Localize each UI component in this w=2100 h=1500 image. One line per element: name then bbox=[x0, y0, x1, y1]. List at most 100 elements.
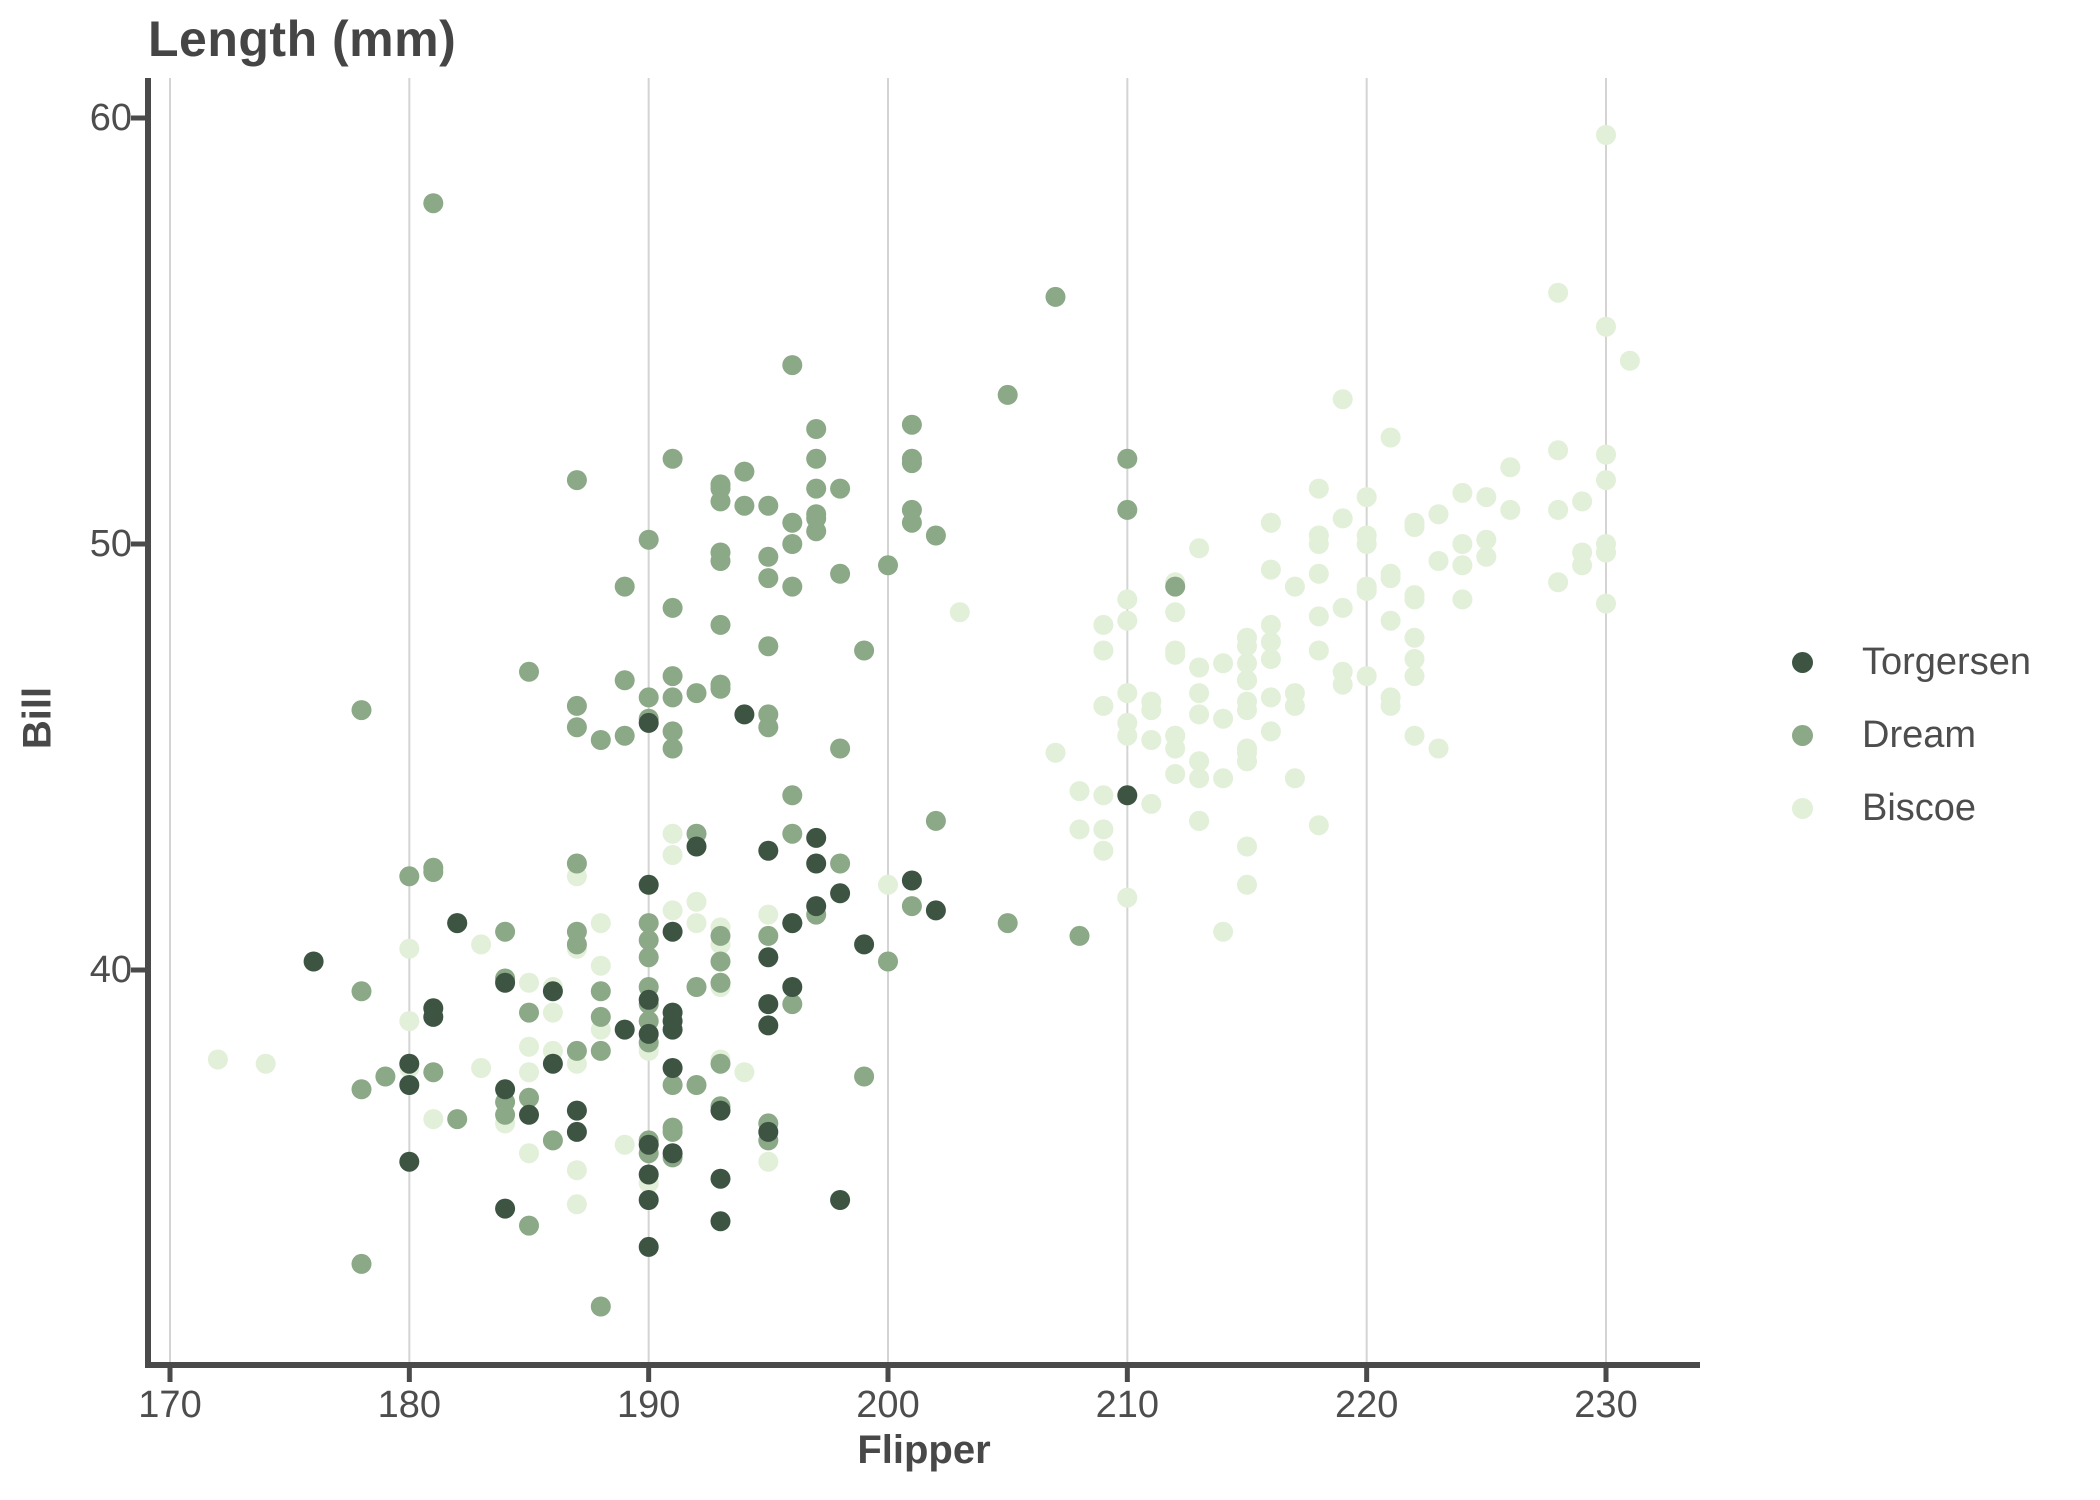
data-point bbox=[447, 913, 468, 934]
data-point bbox=[351, 1079, 372, 1100]
data-point bbox=[758, 717, 779, 738]
data-point bbox=[830, 738, 851, 759]
data-point bbox=[1332, 661, 1353, 682]
data-point bbox=[734, 461, 755, 482]
data-point bbox=[1356, 525, 1377, 546]
data-point bbox=[686, 977, 707, 997]
data-point bbox=[710, 614, 731, 635]
data-point bbox=[471, 1058, 492, 1078]
data-point bbox=[806, 419, 827, 439]
data-point bbox=[662, 921, 683, 942]
data-point bbox=[638, 1236, 659, 1257]
data-point bbox=[638, 874, 659, 895]
data-point bbox=[1260, 632, 1281, 652]
legend-entry-dream: Dream bbox=[1792, 699, 2031, 772]
data-point bbox=[1237, 700, 1257, 721]
data-point bbox=[686, 891, 707, 912]
data-point bbox=[1308, 525, 1329, 546]
data-point bbox=[1332, 389, 1353, 410]
data-point bbox=[901, 453, 922, 474]
data-point bbox=[590, 955, 611, 976]
data-point bbox=[1572, 491, 1593, 512]
data-point bbox=[925, 525, 946, 546]
data-point bbox=[399, 866, 420, 887]
data-point bbox=[423, 1062, 444, 1083]
data-point bbox=[1284, 576, 1305, 597]
data-point bbox=[1045, 742, 1066, 763]
data-point bbox=[566, 1194, 587, 1215]
data-point bbox=[1117, 589, 1138, 610]
data-point bbox=[1619, 350, 1640, 371]
data-point bbox=[351, 700, 372, 721]
data-point bbox=[566, 1121, 587, 1142]
legend-entry-biscoe: Biscoe bbox=[1792, 772, 2031, 845]
data-point bbox=[1596, 444, 1616, 465]
data-point bbox=[1500, 499, 1521, 520]
data-point bbox=[1452, 482, 1473, 503]
data-point bbox=[1548, 572, 1569, 593]
data-point bbox=[662, 1143, 683, 1164]
data-point bbox=[1045, 286, 1066, 307]
data-point bbox=[1596, 316, 1616, 337]
data-point bbox=[590, 1006, 611, 1027]
x-tick-label: 220 bbox=[1334, 1384, 1399, 1426]
legend-entry-torgersen: Torgersen bbox=[1792, 626, 2031, 699]
data-point bbox=[830, 883, 851, 904]
data-point bbox=[1548, 282, 1569, 303]
data-point bbox=[566, 853, 587, 874]
data-point bbox=[638, 1190, 659, 1210]
data-point bbox=[590, 1040, 611, 1061]
data-point bbox=[662, 666, 683, 687]
data-point bbox=[830, 1190, 851, 1210]
data-point bbox=[638, 687, 659, 708]
data-point bbox=[471, 934, 492, 955]
data-point bbox=[1189, 657, 1210, 678]
data-point bbox=[1380, 427, 1401, 448]
data-point bbox=[1380, 563, 1401, 584]
data-point bbox=[878, 555, 898, 576]
data-point bbox=[638, 989, 659, 1010]
data-point bbox=[638, 913, 659, 934]
data-point bbox=[1596, 593, 1616, 614]
data-point bbox=[710, 1211, 731, 1232]
data-point bbox=[901, 870, 922, 891]
data-point bbox=[1117, 887, 1138, 908]
data-point bbox=[495, 921, 516, 942]
data-point bbox=[1189, 538, 1210, 559]
data-point bbox=[806, 853, 827, 874]
data-point bbox=[614, 1134, 635, 1155]
data-point bbox=[447, 1109, 468, 1130]
data-point bbox=[734, 704, 755, 725]
data-point bbox=[1237, 874, 1257, 895]
data-point bbox=[542, 1053, 563, 1074]
data-point bbox=[519, 1215, 539, 1236]
data-point bbox=[1141, 793, 1162, 814]
data-point bbox=[1284, 768, 1305, 789]
data-point bbox=[1332, 508, 1353, 529]
data-point bbox=[1117, 683, 1138, 704]
data-point bbox=[782, 785, 803, 806]
data-point bbox=[638, 712, 659, 733]
data-point bbox=[351, 1253, 372, 1274]
legend-label: Biscoe bbox=[1862, 787, 1977, 829]
data-point bbox=[1308, 563, 1329, 584]
data-point bbox=[758, 568, 779, 589]
data-point bbox=[758, 636, 779, 657]
data-point bbox=[566, 1160, 587, 1181]
data-point bbox=[399, 938, 420, 959]
data-point bbox=[495, 1104, 516, 1125]
data-point bbox=[734, 495, 755, 516]
data-point bbox=[1093, 614, 1114, 635]
data-point bbox=[782, 913, 803, 934]
data-point bbox=[1189, 704, 1210, 725]
data-point bbox=[399, 1075, 420, 1095]
data-point bbox=[1093, 695, 1114, 716]
data-point bbox=[1404, 585, 1425, 606]
data-point bbox=[351, 981, 372, 1002]
legend: Torgersen Dream Biscoe bbox=[1792, 626, 2031, 845]
data-point bbox=[782, 977, 803, 997]
data-point bbox=[734, 1062, 755, 1083]
data-point bbox=[1093, 819, 1114, 840]
data-point bbox=[1117, 499, 1138, 520]
data-point bbox=[614, 576, 635, 597]
